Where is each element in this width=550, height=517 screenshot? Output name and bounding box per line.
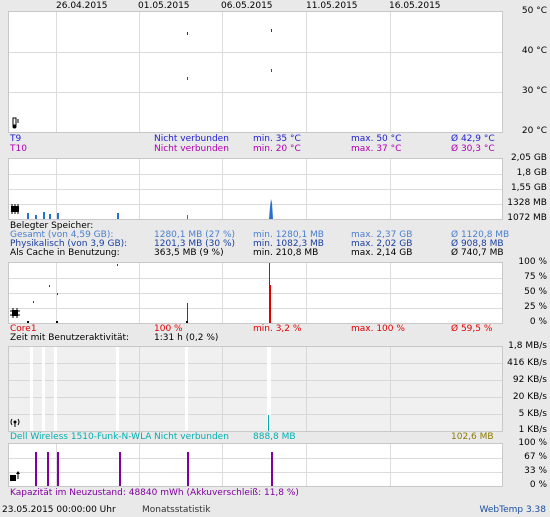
memory-chart-svg — [9, 159, 502, 219]
network-spike — [268, 415, 269, 431]
sensor-status: Nicht verbunden — [154, 134, 229, 144]
sensor-max: max. 37 °C — [351, 144, 402, 154]
footer-mode: Monatsstatistik — [142, 505, 211, 515]
sensor-max: max. 50 °C — [351, 134, 402, 144]
temp-tick: 20 °C — [521, 126, 547, 136]
memory-tick: 1072 MB — [507, 213, 547, 223]
cpu-chart — [8, 262, 503, 324]
network-tick: 92 KB/s — [512, 375, 547, 385]
thermometer-icon — [12, 117, 19, 129]
temp-tick: 50 °C — [521, 6, 547, 16]
x-date-label: 06.05.2015 — [221, 1, 273, 11]
x-date-label: 11.05.2015 — [306, 1, 358, 11]
network-tick: 20 KB/s — [512, 392, 547, 402]
temperature-chart-svg — [9, 12, 502, 132]
battery-plug-icon — [10, 471, 20, 481]
memory-chip-icon — [11, 204, 19, 214]
network-tick: 5 KB/s — [518, 409, 547, 419]
cpu-tick: 75 % — [524, 272, 547, 282]
battery-tick: 100 % — [518, 438, 547, 448]
cpu-tick: 25 % — [524, 302, 547, 312]
t9-point — [271, 29, 272, 32]
footer-app-name: WebTemp 3.38 — [479, 505, 546, 515]
t10-point — [271, 69, 272, 72]
network-tick: 1,8 MB/s — [508, 341, 547, 351]
cpu-tick: 0 % — [529, 317, 547, 327]
battery-tick: 67 % — [524, 452, 547, 462]
status-footer: 23.05.2015 00:00:00 Uhr Monatsstatistik … — [0, 503, 550, 517]
memory-header: Belegter Speicher: — [10, 221, 94, 231]
sensor-status: Nicht verbunden — [154, 144, 229, 154]
sensor-avg: Ø 30,3 °C — [451, 144, 495, 154]
x-date-label: 01.05.2015 — [138, 1, 190, 11]
temp-tick: 30 °C — [521, 86, 547, 96]
memory-tick: 1328 MB — [507, 198, 547, 208]
cpu-chip-icon — [10, 308, 20, 318]
cpu-tick: 50 % — [524, 287, 547, 297]
footer-datetime: 23.05.2015 00:00:00 Uhr — [2, 505, 116, 515]
cpu-chart-svg — [9, 263, 502, 323]
cpu-tick: 100 % — [518, 257, 547, 267]
memory-tick: 1,55 GB — [510, 183, 547, 193]
sensor-name: T10 — [10, 144, 27, 154]
network-chart — [8, 346, 503, 432]
t9-point — [187, 32, 188, 35]
network-tick: 1 KB/s — [518, 425, 547, 435]
memory-chart — [8, 158, 503, 220]
wireless-icon — [10, 418, 20, 427]
sensor-min: min. 20 °C — [253, 144, 301, 154]
battery-tick: 0 % — [529, 480, 547, 490]
temp-tick: 40 °C — [521, 46, 547, 56]
sensor-min: min. 35 °C — [253, 134, 301, 144]
sensor-avg: Ø 42,9 °C — [451, 134, 495, 144]
sensor-name: T9 — [10, 134, 22, 144]
x-date-label: 26.04.2015 — [56, 1, 108, 11]
network-chart-svg — [9, 347, 502, 431]
x-date-label: 16.05.2015 — [389, 1, 441, 11]
memory-tick: 2,05 GB — [510, 153, 547, 163]
battery-chart-svg — [9, 444, 502, 486]
t10-point — [187, 77, 188, 80]
memory-tick: 1,8 GB — [516, 168, 547, 178]
battery-chart — [8, 443, 503, 487]
battery-tick: 33 % — [524, 466, 547, 476]
temperature-chart — [8, 11, 503, 133]
network-tick: 416 KB/s — [507, 358, 547, 368]
